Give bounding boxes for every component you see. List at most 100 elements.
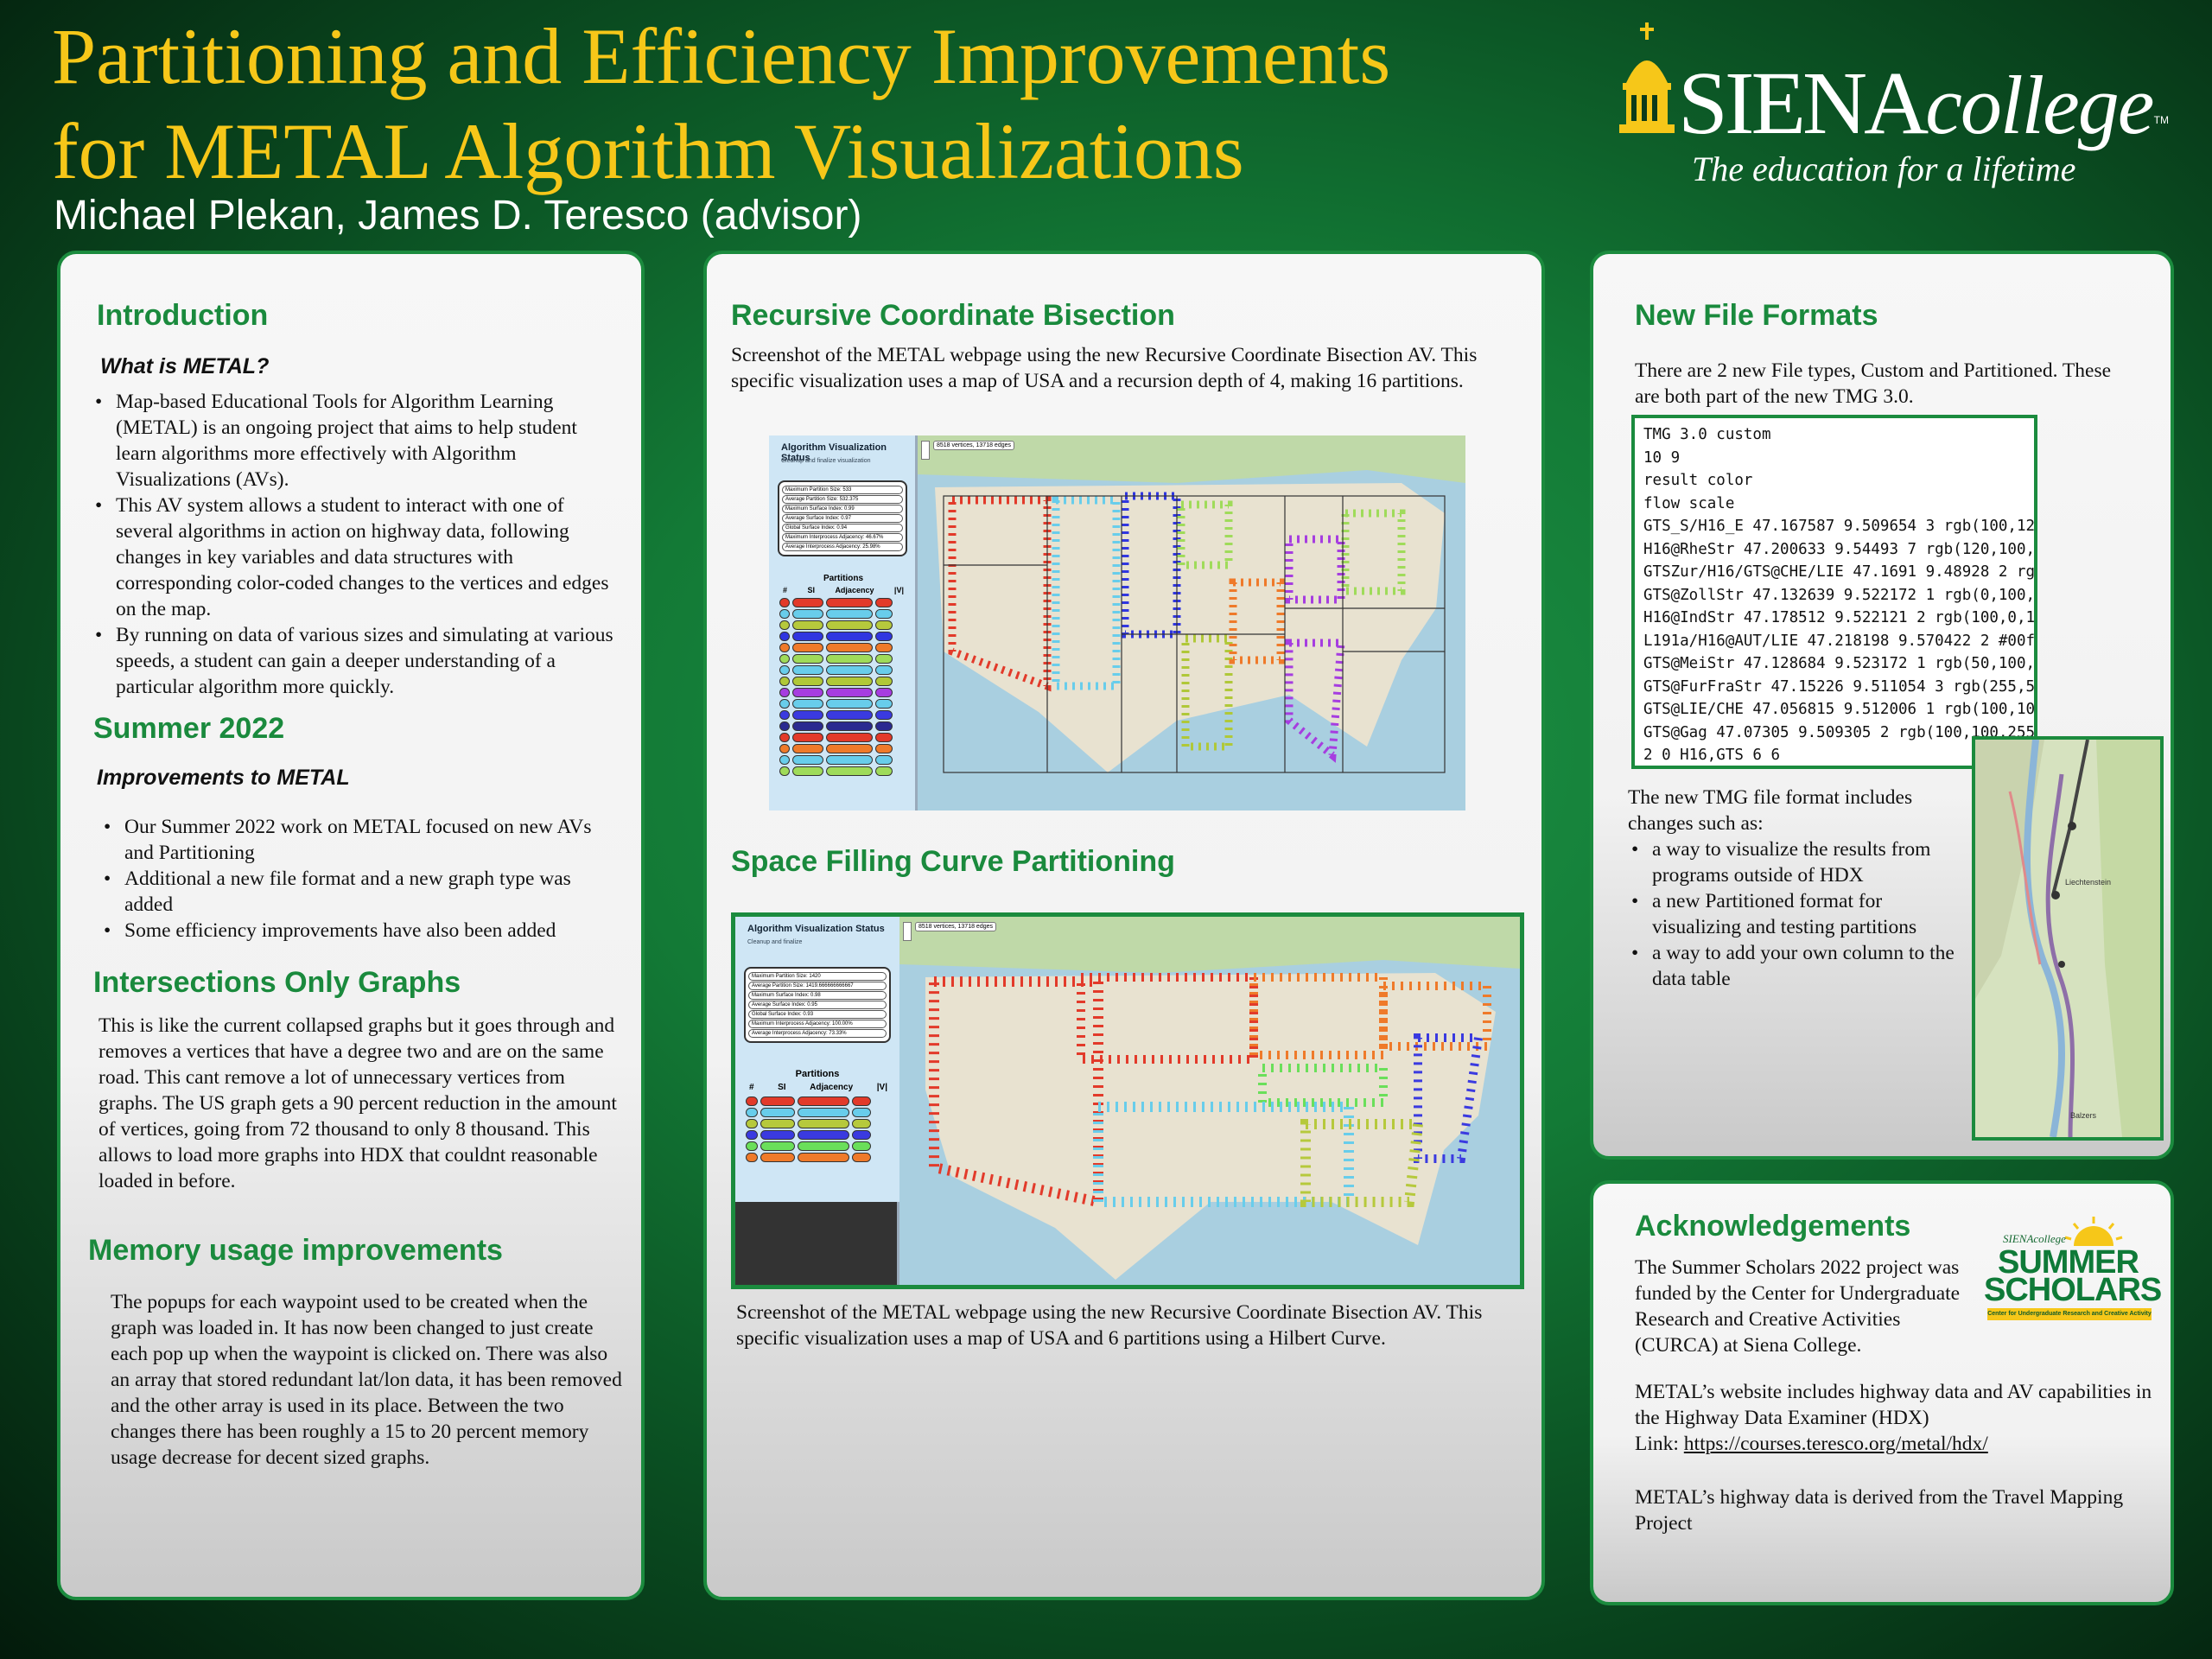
partition-row[interactable] [779,721,909,731]
partition-cell [779,609,790,619]
intersections-heading: Intersections Only Graphs [93,966,461,999]
valley-map-image [1975,740,2160,1137]
siena-logo: SIENAcollege The education for a lifetim… [1616,19,2169,188]
code-line: flow scale [1643,494,1735,512]
sfc-heading: Space Filling Curve Partitioning [731,845,1175,878]
partition-row[interactable] [779,733,909,742]
formats-body-intro: The new TMG file format includes changes… [1628,786,1913,835]
intro-subheading: What is METAL? [100,354,270,378]
partition-cell [875,721,893,731]
partition-row[interactable] [779,677,909,686]
partition-row[interactable] [779,609,909,619]
partition-cell [792,609,823,619]
stat-line: Average Interprocess Adjacency: 73.33% [748,1029,887,1038]
code-line: GTS@FurFraStr 47.15226 9.511054 3 rgb(25… [1643,677,2036,696]
partition-cell [826,733,873,742]
partition-row[interactable] [779,766,909,776]
poster-title: Partitioning and Efficiency Improvements… [52,9,1390,199]
partition-cell [779,755,790,765]
partition-cell [792,688,823,697]
partition-row[interactable] [779,699,909,709]
zoom-control[interactable] [921,441,930,460]
tmg-code-sample: TMG 3.0 custom 10 9 result color flow scale… [1631,415,2037,769]
partition-cell [746,1141,758,1151]
partition-row[interactable] [779,654,909,664]
ack-funding: The Summer Scholars 2022 project was fun… [1635,1256,1961,1357]
partition-row[interactable] [746,1130,893,1140]
partition-cell [746,1096,758,1106]
sfc-partition-rows [746,1095,893,1164]
partition-row[interactable] [746,1096,893,1106]
partition-cell [875,755,893,765]
stat-line: Maximum Surface Index: 0.98 [748,991,887,1000]
rcb-table-header: # SI Adjacency |V| [783,586,904,594]
partition-cell [792,598,823,607]
formats-intro: There are 2 new File types, Custom and P… [1635,359,2112,408]
rcb-map-label: 8518 vertices, 13718 edges [933,441,1015,450]
partition-row[interactable] [779,755,909,765]
logo-tm: TM [2153,114,2169,126]
partition-row[interactable] [779,744,909,753]
siena-dome-icon [1619,22,1675,133]
partition-cell [826,721,873,731]
partition-row[interactable] [746,1153,893,1162]
scholars-line2: SCHOLARS [1984,1272,2162,1308]
partition-cell [826,710,873,720]
partition-row[interactable] [746,1141,893,1151]
partition-cell [760,1153,795,1162]
code-line: H16@IndStr 47.178512 9.522121 2 rgb(100,… [1643,609,2037,626]
partition-row[interactable] [779,598,909,607]
col-adjacency: Adjacency [810,1083,854,1092]
partition-cell [826,744,873,753]
partition-cell [826,598,873,607]
partition-cell [875,699,893,709]
partition-cell [746,1153,758,1162]
partition-cell [875,620,893,630]
partition-cell [792,744,823,753]
map-label-liechtenstein: Liechtenstein [2065,878,2112,887]
logo-name: SIENA [1678,54,1929,153]
title-line-2: for METAL Algorithm Visualizations [52,107,1244,195]
partition-row[interactable] [779,665,909,675]
partition-cell [875,643,893,652]
partition-row[interactable] [746,1108,893,1117]
partition-cell [826,609,873,619]
partition-row[interactable] [779,710,909,720]
sun-icon [2064,1217,2123,1246]
partition-row[interactable] [746,1119,893,1128]
title-line-1: Partitioning and Efficiency Improvements [52,12,1391,100]
partition-cell [798,1119,849,1128]
partition-cell [760,1141,795,1151]
zoom-control[interactable] [903,922,912,941]
stat-line: Maximum Surface Index: 0.99 [782,505,903,513]
sfc-status-title: Algorithm Visualization Status [747,924,885,934]
partition-cell [826,677,873,686]
partition-cell [798,1153,849,1162]
partition-row[interactable] [779,632,909,641]
sfc-table-header: # SI Adjacency |V| [749,1083,887,1092]
partition-cell [779,766,790,776]
col-v: |V| [876,1083,887,1092]
summer-list: Our Summer 2022 work on METAL focused on… [100,814,619,944]
partition-cell [875,766,893,776]
col-adjacency: Adjacency [835,586,874,594]
intro-bullet: Map-based Educational Tools for Algorith… [92,389,619,493]
hdx-link[interactable]: https://courses.teresco.org/metal/hdx/ [1683,1433,1988,1455]
partition-row[interactable] [779,620,909,630]
col-si: SI [807,586,815,594]
partition-cell [826,643,873,652]
partition-row[interactable] [779,643,909,652]
col-v: |V| [893,586,904,594]
partition-row[interactable] [779,688,909,697]
intro-heading: Introduction [97,299,269,332]
sfc-stats-box: Maximum Partition Size: 1420 Average Part… [744,967,891,1043]
partition-cell [875,744,893,753]
partition-cell [798,1096,849,1106]
stat-line: Maximum Interprocess Adjacency: 46.67% [782,533,903,542]
partition-cell [779,598,790,607]
rcb-map: 8518 vertices, 13718 edges [918,435,1465,810]
authors: Michael Plekan, James D. Teresco (adviso… [54,193,862,238]
logo-wordmark: SIENAcollege [1678,59,2154,149]
summer-bullet: Some efficiency improvements have also b… [100,918,619,944]
rcb-partitions-label: Partitions [823,574,864,583]
